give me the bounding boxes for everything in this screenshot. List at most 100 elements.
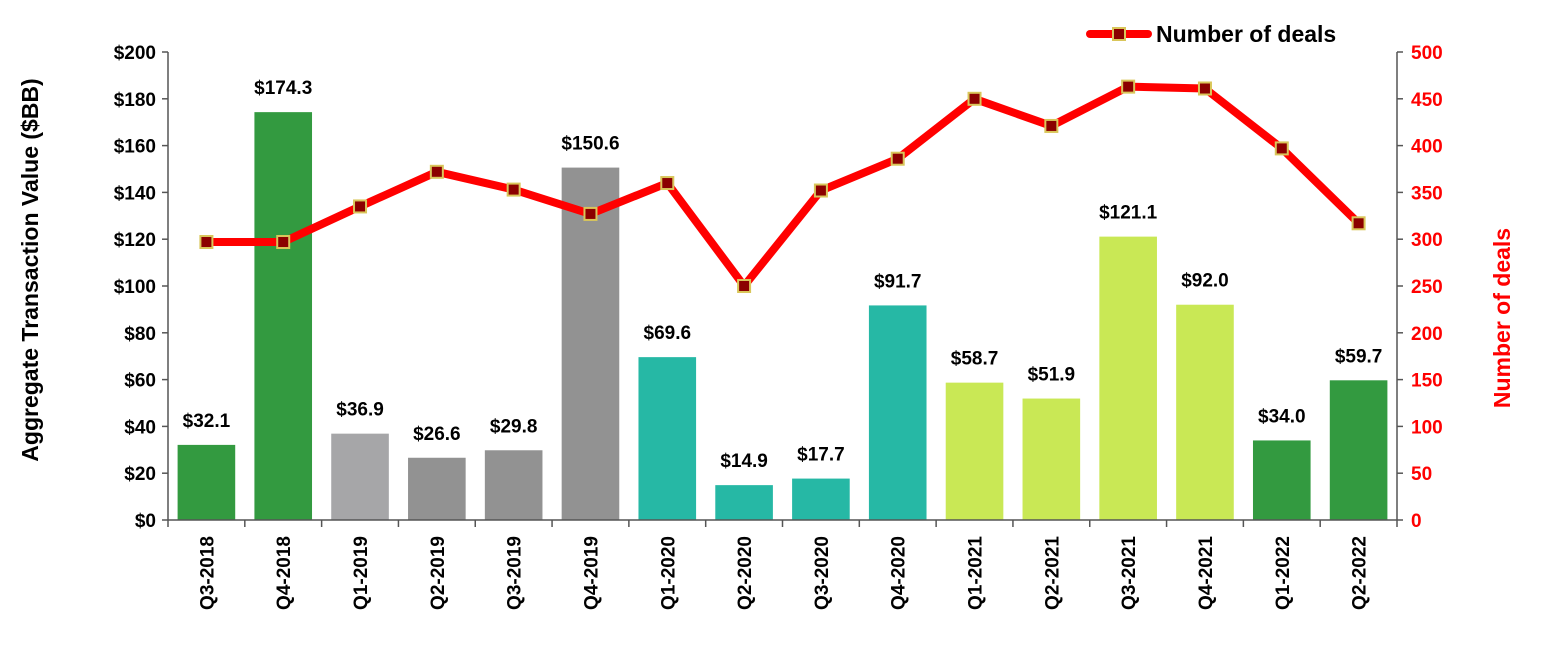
bar-data-label: $174.3 [254, 78, 312, 99]
bar-data-label: $69.6 [644, 323, 692, 344]
bar [254, 112, 313, 520]
x-tick-label: Q4-2019 [581, 536, 602, 610]
x-tick-label: Q1-2020 [658, 536, 679, 610]
bar [1176, 304, 1234, 520]
x-tick-label: Q2-2021 [1042, 536, 1063, 610]
bar-data-label: $91.7 [874, 271, 922, 292]
line-marker [1351, 216, 1366, 231]
left-tick-label: $20 [124, 464, 156, 485]
x-tick-label: Q3-2020 [812, 536, 833, 610]
right-tick-label: 150 [1411, 371, 1443, 392]
line-marker [813, 183, 828, 198]
left-tick-label: $160 [114, 137, 156, 158]
bar-data-label: $58.7 [951, 349, 999, 370]
left-tick-label: $100 [114, 277, 156, 298]
x-tick-label: Q3-2018 [197, 536, 218, 610]
bar [408, 457, 466, 520]
bar [1329, 380, 1388, 520]
right-tick-label: 300 [1411, 230, 1443, 251]
bar [868, 305, 927, 520]
line-marker [967, 91, 982, 106]
bar [1099, 236, 1157, 520]
x-tick-label: Q4-2020 [889, 536, 910, 610]
line-series-number-of-deals [199, 79, 1366, 293]
x-tick-label: Q4-2018 [274, 536, 295, 610]
line-marker [660, 176, 675, 191]
bar [715, 485, 773, 520]
left-tick-label: $80 [124, 324, 156, 345]
legend-label: Number of deals [1156, 21, 1336, 47]
bar-data-label: $150.6 [561, 134, 619, 155]
line-marker [1121, 79, 1136, 94]
bar [792, 478, 850, 520]
bar-data-label: $59.7 [1335, 346, 1383, 367]
line-marker [276, 235, 291, 250]
line-path [202, 82, 1363, 290]
bar [177, 444, 236, 520]
right-tick-label: 450 [1411, 90, 1443, 111]
y-axis-title-right: Number of deals [1489, 228, 1515, 408]
x-axis: Q3-2018 Q4-2018 Q1-2019 Q2-2019 Q3-2019 Q4-20… [167, 519, 1398, 610]
left-tick-label: $180 [114, 90, 156, 111]
bar-data-label: $14.9 [720, 451, 768, 472]
bar [638, 357, 697, 520]
line-marker [506, 182, 521, 197]
line-marker [1044, 118, 1059, 133]
line-marker [583, 206, 598, 221]
bar [1252, 440, 1311, 520]
line-marker [429, 164, 444, 179]
bar-data-label: $51.9 [1028, 365, 1076, 386]
x-tick-label: Q2-2022 [1350, 536, 1371, 610]
line-marker [199, 235, 214, 250]
x-tick-label: Q1-2019 [351, 536, 372, 610]
legend-marker-swatch [1112, 27, 1126, 41]
left-tick-label: $0 [135, 511, 156, 532]
line-marker [737, 279, 752, 293]
right-tick-label: 400 [1411, 137, 1443, 158]
line-marker [890, 151, 905, 166]
right-axis: 0 50 100 150 200 250 300 350 400 450 500 [1396, 43, 1443, 532]
left-tick-label: $40 [124, 417, 156, 438]
bar [484, 450, 543, 520]
bar-data-label: $17.7 [797, 445, 845, 466]
bar-data-label: $92.0 [1181, 271, 1229, 292]
x-tick-label: Q1-2022 [1273, 536, 1294, 610]
bar [945, 382, 1004, 520]
left-tick-label: $120 [114, 230, 156, 251]
x-tick-label: Q3-2021 [1119, 536, 1140, 610]
left-tick-label: $60 [124, 371, 156, 392]
bar-data-labels: $32.1 $174.3 $36.9 $26.6 $29.8 $150.6 $69.6 $14… [183, 78, 1383, 472]
bar-data-label: $29.8 [490, 416, 538, 437]
bar-data-label: $121.1 [1099, 203, 1158, 224]
left-tick-label: $200 [114, 43, 156, 64]
right-tick-label: 50 [1411, 464, 1432, 485]
right-tick-label: 350 [1411, 183, 1443, 204]
left-axis: $0 $20 $40 $60 $80 $100 $120 $140 $160 $180 $200 [114, 43, 169, 532]
right-tick-label: 0 [1411, 511, 1422, 532]
bar-data-label: $32.1 [183, 411, 231, 432]
bar-data-label: $36.9 [336, 400, 384, 421]
bar-data-label: $26.6 [413, 424, 461, 445]
line-marker [353, 199, 368, 214]
bar-data-label: $34.0 [1258, 406, 1306, 427]
bar [561, 167, 620, 520]
line-marker [1197, 81, 1212, 96]
right-tick-label: 250 [1411, 277, 1443, 298]
x-tick-label: Q2-2019 [428, 536, 449, 610]
left-tick-label: $140 [114, 183, 156, 204]
x-tick-label: Q2-2020 [735, 536, 756, 610]
bar [331, 433, 389, 520]
bar [1022, 398, 1081, 520]
right-tick-label: 200 [1411, 324, 1443, 345]
right-tick-label: 500 [1411, 43, 1443, 64]
x-tick-label: Q4-2021 [1196, 536, 1217, 610]
x-tick-label: Q3-2019 [505, 536, 526, 610]
y-axis-title-left: Aggregate Transaction Value ($BB) [17, 78, 43, 461]
bar-series [177, 112, 1388, 520]
legend: Number of deals [1086, 21, 1336, 47]
right-tick-label: 100 [1411, 417, 1443, 438]
line-marker [1274, 141, 1289, 156]
x-tick-label: Q1-2021 [966, 536, 987, 610]
